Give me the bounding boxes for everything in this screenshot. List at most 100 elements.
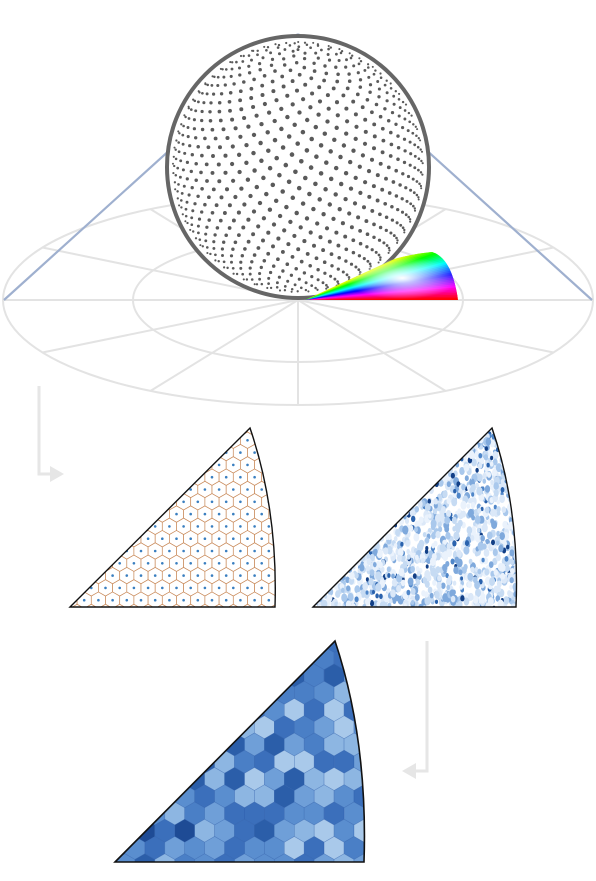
voronoi-cell-seed	[210, 451, 214, 454]
sphere-dot	[413, 154, 417, 158]
sphere-dot	[231, 61, 234, 64]
points-triangle-outline	[311, 426, 518, 608]
sampled-point	[385, 475, 390, 481]
sampled-point	[314, 584, 320, 591]
sphere-dot	[421, 162, 424, 165]
sampled-point	[350, 493, 354, 499]
voronoi-cell-seed	[267, 475, 271, 479]
sampled-point	[388, 460, 395, 470]
sphere-dot	[340, 49, 344, 53]
sampled-point	[425, 454, 430, 461]
sampled-point	[447, 452, 453, 461]
sphere-dot	[353, 136, 358, 142]
sphere-dot	[322, 260, 327, 265]
sampled-point	[317, 521, 322, 528]
sphere-dot	[417, 137, 420, 140]
sampled-point	[346, 512, 351, 519]
sphere-dot	[211, 154, 215, 158]
sphere-dot	[247, 54, 251, 57]
voronoi-cell	[126, 431, 142, 449]
sphere-dot	[331, 216, 336, 222]
sphere-dot	[246, 124, 251, 129]
sampled-point	[386, 515, 392, 523]
sampled-point	[424, 460, 429, 466]
sampled-point	[347, 557, 353, 565]
sampled-point	[458, 519, 463, 527]
voronoi-cell	[204, 428, 220, 437]
sphere-dot	[184, 220, 187, 223]
density-cell	[174, 749, 195, 774]
voronoi-cell-seed	[204, 611, 207, 614]
sphere-dot	[402, 160, 407, 165]
sampled-point	[436, 433, 441, 439]
sampled-point	[383, 493, 388, 499]
sampled-point	[382, 443, 388, 452]
sphere-dot	[209, 252, 212, 256]
voronoi-cell-seed	[146, 562, 150, 565]
sphere-dot	[175, 139, 178, 142]
sphere-dot	[197, 231, 200, 235]
sampled-point	[368, 437, 373, 444]
density-cell	[374, 819, 394, 842]
voronoi-cell	[161, 443, 177, 462]
sampled-point	[454, 556, 460, 564]
sampled-point	[377, 477, 382, 484]
sampled-point	[375, 428, 381, 436]
sphere-dot	[207, 195, 211, 200]
sphere-dot	[256, 53, 259, 57]
sampled-point	[424, 482, 430, 490]
sphere-dot	[416, 145, 420, 149]
voronoi-cell-seed	[62, 439, 65, 442]
sampled-point	[369, 505, 374, 511]
sampled-point	[462, 430, 469, 440]
density-cell	[115, 646, 136, 671]
sampled-point	[514, 461, 517, 467]
sampled-point	[478, 578, 483, 585]
voronoi-cell-seed	[104, 512, 107, 516]
sphere-dot	[283, 162, 289, 168]
sampled-point	[378, 500, 384, 508]
voronoi-cell-seed	[289, 488, 292, 491]
sphere-dot	[365, 232, 370, 237]
voronoi-cell	[211, 431, 227, 449]
sphere-dot	[242, 202, 247, 207]
sphere-dot	[417, 198, 420, 201]
voronoi-cell-seed	[267, 451, 271, 454]
sphere-dot	[217, 179, 222, 184]
density-cell	[124, 801, 146, 826]
sampled-point	[354, 428, 358, 433]
voronoi-cell-seed	[82, 475, 86, 479]
sampled-point	[387, 476, 394, 485]
voronoi-cell	[126, 456, 142, 474]
sampled-point	[484, 446, 488, 451]
density-cell	[374, 716, 394, 739]
sampled-point	[482, 478, 487, 484]
sphere-dot	[358, 241, 363, 246]
sphere-body	[167, 36, 429, 298]
voronoi-cell-seed	[153, 525, 157, 528]
sampled-point	[396, 554, 402, 562]
sphere-dot	[181, 142, 185, 146]
sphere-dot	[288, 44, 292, 47]
sphere-dot	[297, 40, 300, 44]
density-cell	[124, 663, 146, 688]
sampled-point	[351, 466, 356, 473]
sphere-dot	[349, 262, 354, 266]
sampled-point	[377, 484, 382, 491]
sampled-point	[373, 459, 378, 466]
sampled-point	[509, 458, 513, 465]
voronoi-cell-seed	[118, 562, 121, 565]
sampled-point	[466, 526, 473, 535]
density-cell	[85, 768, 105, 791]
sphere-dot	[365, 245, 369, 249]
sampled-point	[313, 550, 320, 559]
sphere-dot	[237, 169, 242, 175]
voronoi-cell-seed	[253, 451, 256, 454]
sampled-point	[393, 536, 398, 542]
sampled-point	[361, 546, 366, 554]
sampled-point	[362, 472, 367, 478]
voronoi-cell-seed	[82, 549, 86, 553]
sphere-dot	[353, 112, 358, 117]
sampled-point	[356, 440, 360, 447]
voronoi-cell-seed	[203, 488, 207, 491]
